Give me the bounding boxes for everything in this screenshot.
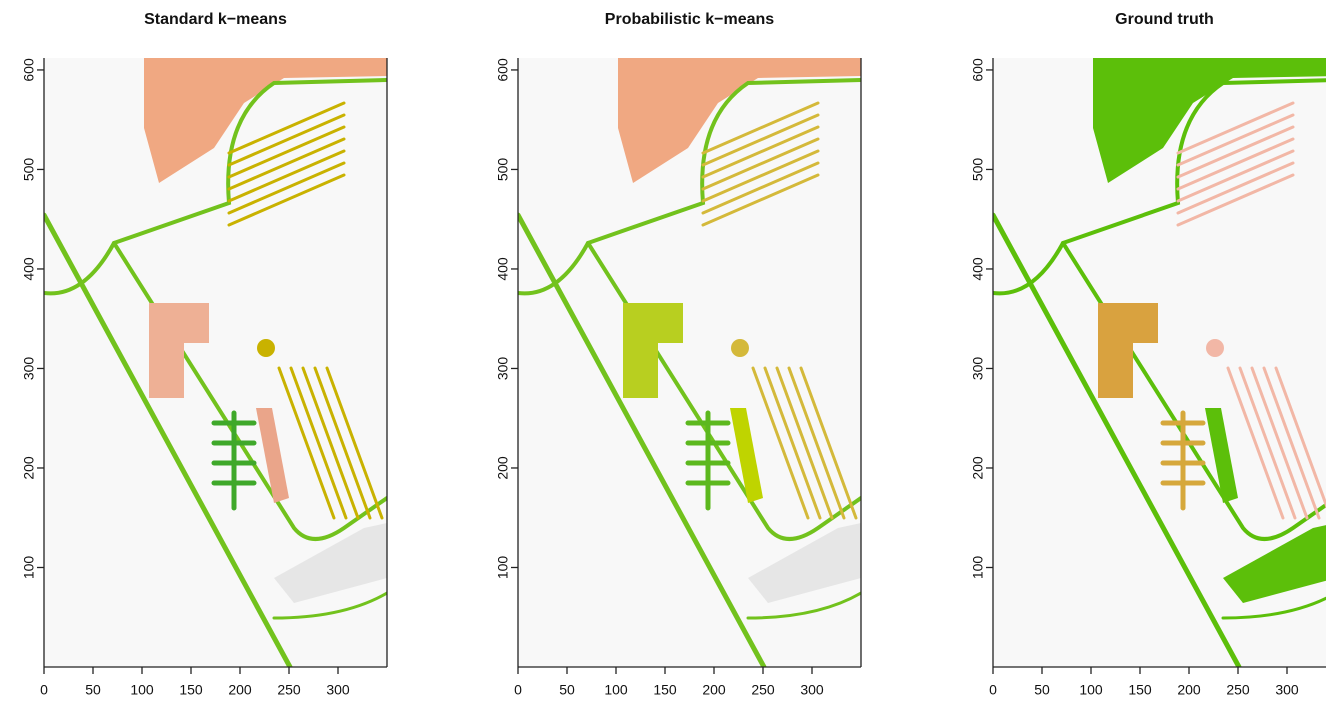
- x-tick-label: 100: [1079, 682, 1103, 698]
- x-tick-label: 200: [702, 682, 726, 698]
- x-tick-label: 100: [130, 682, 154, 698]
- x-tick-label: 100: [604, 682, 628, 698]
- x-tick-label: 200: [228, 682, 252, 698]
- map-region: [731, 339, 749, 357]
- figure: Standard k−means 0 50 100 150 200 250 300 100 200…: [0, 0, 1326, 703]
- y-tick-label: 200: [21, 456, 37, 480]
- map-image: [993, 58, 1326, 667]
- x-tick-label: 0: [514, 682, 522, 698]
- x-tick-label: 150: [653, 682, 677, 698]
- y-tick-label: 300: [970, 357, 986, 381]
- panel: Standard k−means 0 50 100 150 200 250 300 100 200…: [21, 11, 387, 697]
- panel-title: Ground truth: [1115, 11, 1214, 28]
- x-tick-label: 0: [40, 682, 48, 698]
- x-tick-label: 250: [751, 682, 775, 698]
- y-tick-label: 200: [495, 456, 511, 480]
- y-tick-label: 200: [970, 456, 986, 480]
- y-tick-label: 100: [970, 556, 986, 580]
- y-tick-label: 500: [970, 158, 986, 182]
- y-tick-label: 600: [21, 58, 37, 82]
- y-tick-label: 100: [495, 556, 511, 580]
- map-image: [44, 58, 387, 667]
- map-region: [257, 339, 275, 357]
- y-tick-label: 300: [495, 357, 511, 381]
- x-tick-label: 250: [1226, 682, 1250, 698]
- map-region: [1206, 339, 1224, 357]
- y-tick-label: 400: [970, 257, 986, 281]
- panel-title: Standard k−means: [144, 11, 287, 28]
- panel-title: Probabilistic k−means: [605, 11, 775, 28]
- x-tick-label: 250: [277, 682, 301, 698]
- y-tick-label: 300: [21, 357, 37, 381]
- x-tick-label: 300: [326, 682, 350, 698]
- x-tick-label: 50: [85, 682, 101, 698]
- y-tick-label: 500: [495, 158, 511, 182]
- y-tick-label: 100: [21, 556, 37, 580]
- y-tick-label: 400: [495, 257, 511, 281]
- x-tick-label: 50: [559, 682, 575, 698]
- map-image: [518, 58, 861, 667]
- x-tick-label: 0: [989, 682, 997, 698]
- x-tick-label: 200: [1177, 682, 1201, 698]
- y-tick-label: 600: [495, 58, 511, 82]
- x-tick-label: 150: [1128, 682, 1152, 698]
- x-tick-label: 150: [179, 682, 203, 698]
- x-tick-label: 300: [1275, 682, 1299, 698]
- panel: Probabilistic k−means 0 50 100 150 200 250 300 1…: [495, 11, 861, 697]
- y-tick-label: 600: [970, 58, 986, 82]
- x-tick-label: 300: [800, 682, 824, 698]
- y-tick-label: 400: [21, 257, 37, 281]
- panel: Ground truth 0 50 100 150 200 250 300 100 200 300 4…: [970, 11, 1326, 697]
- y-tick-label: 500: [21, 158, 37, 182]
- x-tick-label: 50: [1034, 682, 1050, 698]
